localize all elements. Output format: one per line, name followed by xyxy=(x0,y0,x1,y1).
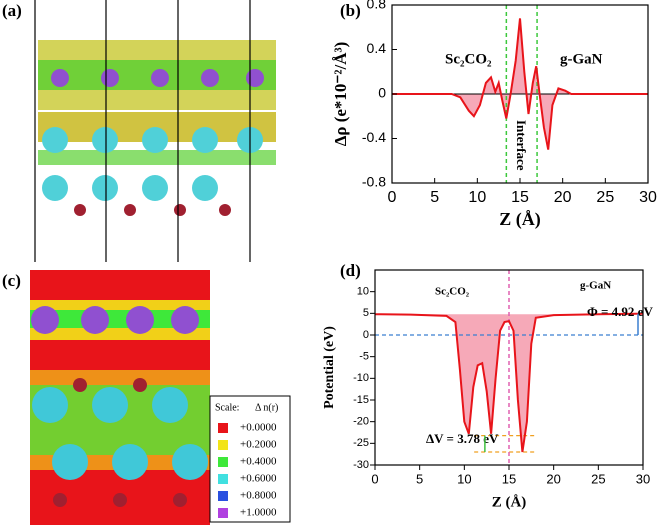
y-tick-label: -20 xyxy=(353,416,369,428)
annotation: g-GaN xyxy=(580,280,611,292)
legend-label: +1.0000 xyxy=(240,507,277,519)
x-tick-label: 30 xyxy=(636,471,650,486)
x-axis-label: Z (Å) xyxy=(499,209,541,230)
legend: Scale: Δ n(r) +0.0000 +0.2000 +0.4000 +0.60… xyxy=(209,395,291,523)
legend-label: +0.0000 xyxy=(240,422,277,434)
legend-label: +0.8000 xyxy=(240,490,277,502)
x-tick-label: 25 xyxy=(596,189,614,206)
data-line xyxy=(374,312,644,453)
legend-swatch xyxy=(218,423,228,433)
legend-swatch xyxy=(218,457,228,467)
x-tick-label: 20 xyxy=(546,471,560,486)
x-tick-label: 15 xyxy=(502,471,516,486)
y-tick-label: 0 xyxy=(378,85,386,101)
x-tick-label: 15 xyxy=(511,189,529,206)
annotation: Sc₂CO₂ xyxy=(445,51,492,67)
y-tick-label: 5 xyxy=(363,307,369,319)
y-tick-label: 0 xyxy=(363,329,369,341)
annotation: Interface xyxy=(514,120,529,171)
legend-swatch xyxy=(218,474,228,484)
y-tick-label: -25 xyxy=(353,437,369,449)
x-tick-label: 30 xyxy=(639,189,657,206)
legend-label: +0.6000 xyxy=(240,473,277,485)
x-tick-label: 0 xyxy=(371,471,378,486)
annotation: Φ = 4.92 eV xyxy=(587,304,653,319)
y-tick-label: 10 xyxy=(357,286,369,298)
x-tick-label: 20 xyxy=(554,189,572,206)
y-tick-label: -5 xyxy=(359,351,369,363)
legend-label: +0.2000 xyxy=(240,439,277,451)
area xyxy=(392,18,648,150)
y-tick-label: -15 xyxy=(353,394,369,406)
annotation: Sc₂CO₂ xyxy=(435,286,470,298)
annotation: g-GaN xyxy=(560,51,603,67)
y-tick-label: 0.4 xyxy=(367,40,387,56)
structure-image-a xyxy=(30,0,280,262)
panel-label: (a) xyxy=(2,1,22,20)
legend-label: +0.4000 xyxy=(240,456,277,468)
panel-label: (d) xyxy=(340,261,361,280)
y-axis-label: Potential (eV) xyxy=(322,326,337,409)
x-tick-label: 5 xyxy=(430,189,439,206)
y-tick-label: 0.8 xyxy=(367,0,387,12)
y-tick-label: -10 xyxy=(353,372,369,384)
y-tick-label: -0.8 xyxy=(362,174,386,190)
x-tick-label: 25 xyxy=(591,471,605,486)
x-axis-label: Z (Å) xyxy=(492,494,527,510)
density-map-c xyxy=(30,270,210,525)
legend-swatch xyxy=(218,440,228,450)
panel-label: (b) xyxy=(340,1,361,20)
x-tick-label: 10 xyxy=(468,189,486,206)
x-tick-label: 5 xyxy=(416,471,423,486)
panel-label: (c) xyxy=(2,271,21,290)
legend-swatch xyxy=(218,508,228,518)
y-axis-label: Δρ (e*10⁻²/Å³) xyxy=(331,42,350,147)
legend-title: Scale: xyxy=(215,402,239,413)
annotation: ΔV = 3.78 eV xyxy=(426,431,499,446)
legend-quantity: Δ n(r) xyxy=(255,402,278,413)
data-line xyxy=(392,18,648,150)
x-tick-label: 0 xyxy=(388,189,397,206)
y-tick-label: -0.4 xyxy=(362,129,386,145)
x-tick-label: 10 xyxy=(457,471,471,486)
legend-swatch xyxy=(218,491,228,501)
y-tick-label: -30 xyxy=(353,459,369,471)
